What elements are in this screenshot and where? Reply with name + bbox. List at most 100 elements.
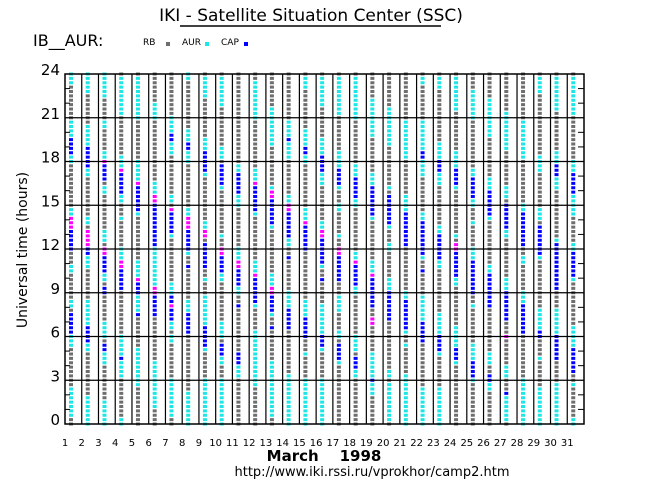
data-point-day16-rb <box>320 295 325 299</box>
data-point-day30-rb <box>554 225 559 229</box>
data-point-day26-rb <box>487 151 492 155</box>
data-point-day27-rb <box>504 181 509 185</box>
data-point-day9-rb <box>202 129 207 133</box>
data-point-day12-a <box>253 370 258 373</box>
data-point-day24-a <box>454 278 459 282</box>
data-point-day17-c <box>336 177 341 181</box>
data-point-day19-rb <box>370 142 375 146</box>
x-tick-label: 15 <box>293 438 306 449</box>
data-point-day21-rb <box>403 251 408 255</box>
data-point-day24-a <box>454 186 459 190</box>
data-point-day29-rb <box>537 98 542 102</box>
data-point-day24-rb <box>454 125 459 128</box>
data-point-day18-rb <box>353 212 358 216</box>
data-point-day26-rb <box>487 405 492 408</box>
data-point-day16-a <box>320 387 325 391</box>
data-point-day21-a <box>403 413 408 417</box>
data-point-day27-rb <box>504 177 509 181</box>
footer-url[interactable]: http://www.iki.rssi.ru/vprokhor/camp2.ht… <box>235 465 510 480</box>
data-point-day11-c <box>236 181 241 185</box>
data-point-day11-rb <box>236 221 241 225</box>
data-point-day18-a <box>353 81 358 85</box>
data-point-day2-c <box>85 146 90 150</box>
data-point-day2-a <box>85 304 90 308</box>
data-point-day12-a <box>253 265 258 268</box>
data-point-day17-rb <box>336 142 341 146</box>
data-point-day25-rb <box>470 216 475 220</box>
data-point-day9-rb <box>202 181 207 185</box>
data-point-day31-c <box>571 370 576 373</box>
data-point-day7-rb <box>169 273 174 277</box>
data-point-day6-a <box>152 256 157 260</box>
data-point-day18-a <box>353 103 358 107</box>
data-point-day7-a <box>169 199 174 203</box>
data-point-day21-rb <box>403 365 408 369</box>
data-point-day6-rb <box>152 418 157 422</box>
data-point-day5-rb <box>135 405 140 408</box>
data-point-day12-a <box>253 365 258 369</box>
data-point-day14-a <box>286 383 291 387</box>
data-point-day4-rb <box>119 133 124 137</box>
data-point-day8-rb <box>186 273 191 277</box>
data-point-day23-c <box>437 168 442 172</box>
data-point-day12-rb <box>253 138 258 142</box>
data-point-day26-a <box>487 356 492 360</box>
data-point-day17-a <box>336 330 341 334</box>
data-point-day14-a <box>286 146 291 150</box>
data-point-day27-a <box>504 400 509 404</box>
data-point-day9-a <box>202 383 207 387</box>
data-point-day16-a <box>320 90 325 93</box>
data-point-day30-a <box>554 413 559 417</box>
data-point-day31-rb <box>571 238 576 242</box>
data-point-day26-rb <box>487 94 492 98</box>
data-point-day9-a <box>202 81 207 85</box>
data-point-day13-a <box>269 129 274 133</box>
data-point-day13-a <box>269 278 274 282</box>
data-point-day2-a <box>85 76 90 80</box>
data-point-day28-c <box>521 326 526 330</box>
data-point-day24-rb <box>454 129 459 133</box>
data-point-day8-rb <box>186 164 191 168</box>
data-point-day13-rb <box>269 256 274 260</box>
data-point-day29-c <box>537 230 542 233</box>
data-point-day30-a <box>554 107 559 111</box>
data-point-day19-rb <box>370 326 375 330</box>
data-point-day16-rb <box>320 111 325 115</box>
data-point-day29-rb <box>537 125 542 128</box>
data-point-day4-rb <box>119 295 124 299</box>
data-point-day23-rb <box>437 370 442 373</box>
data-point-day31-c <box>571 356 576 360</box>
data-point-day18-a <box>353 94 358 98</box>
data-point-day8-rb <box>186 269 191 273</box>
data-point-day7-c <box>169 212 174 216</box>
data-point-day30-a <box>554 94 559 98</box>
data-point-day30-rb <box>554 120 559 124</box>
data-point-day25-c <box>470 286 475 290</box>
x-tick-label: 3 <box>95 438 101 449</box>
data-point-day30-a <box>554 409 559 413</box>
data-point-day10-rb <box>219 286 224 290</box>
data-point-day2-a <box>85 256 90 260</box>
data-point-day30-c <box>554 168 559 172</box>
data-point-day24-rb <box>454 409 459 413</box>
data-point-day26-rb <box>487 409 492 413</box>
data-point-day27-a <box>504 125 509 128</box>
data-point-day29-rb <box>537 199 542 203</box>
data-point-day14-a <box>286 151 291 155</box>
data-point-day19-rb <box>370 251 375 255</box>
data-point-day22-rb <box>420 352 425 356</box>
data-point-day23-rb <box>437 216 442 220</box>
data-point-day23-a <box>437 260 442 264</box>
data-point-day17-rb <box>336 339 341 343</box>
data-point-day20-rb <box>387 230 392 233</box>
data-point-day25-rb <box>470 391 475 395</box>
data-point-day6-rb <box>152 98 157 102</box>
data-point-day2-c <box>85 164 90 168</box>
data-point-day4-a <box>119 76 124 80</box>
data-point-day14-c <box>286 221 291 225</box>
data-point-day21-a <box>403 138 408 142</box>
data-point-day19-c <box>370 278 375 282</box>
data-point-day25-a <box>470 98 475 102</box>
data-point-day29-rb <box>537 181 542 185</box>
data-point-day24-c <box>454 251 459 255</box>
